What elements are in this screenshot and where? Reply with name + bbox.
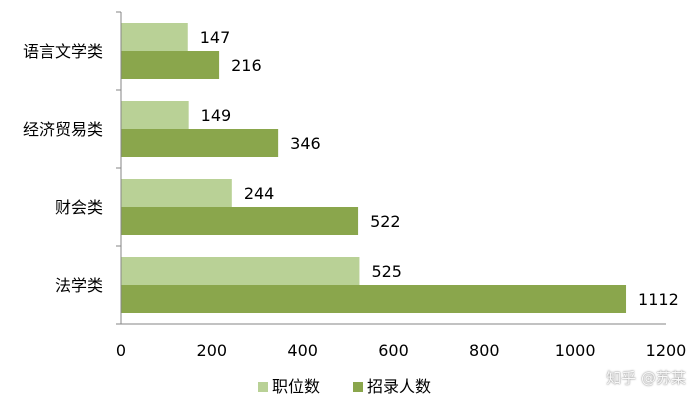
- bar-hires-3: [121, 285, 627, 313]
- bar-positions-0: [121, 23, 188, 51]
- data-label: 216: [231, 56, 262, 75]
- category-label: 语言文学类: [23, 42, 103, 61]
- x-tick-label: 1000: [555, 341, 596, 360]
- bar-positions-1: [121, 101, 189, 129]
- data-label: 244: [244, 184, 275, 203]
- data-label: 1112: [638, 290, 679, 309]
- x-tick-label: 800: [469, 341, 500, 360]
- bar-hires-0: [121, 51, 220, 79]
- bar-hires-1: [121, 129, 279, 157]
- data-label: 522: [370, 212, 401, 231]
- x-tick-label: 1200: [646, 341, 687, 360]
- x-tick-label: 0: [116, 341, 126, 360]
- category-label: 财会类: [55, 198, 103, 217]
- bar-hires-2: [121, 207, 359, 235]
- data-label: 147: [200, 28, 231, 47]
- x-tick-label: 400: [287, 341, 318, 360]
- bar-positions-2: [121, 179, 232, 207]
- x-tick-label: 600: [378, 341, 409, 360]
- legend-label: 招录人数: [367, 377, 431, 396]
- data-label: 149: [201, 106, 232, 125]
- x-tick-label: 200: [197, 341, 228, 360]
- legend-swatch: [353, 382, 363, 392]
- data-label: 346: [290, 134, 321, 153]
- legend-label: 职位数: [272, 377, 320, 396]
- watermark-text: 知乎 @苏某: [606, 369, 686, 387]
- data-label: 525: [371, 262, 402, 281]
- category-label: 经济贸易类: [23, 120, 103, 139]
- legend-swatch: [258, 382, 268, 392]
- bar-positions-3: [121, 257, 360, 285]
- category-label: 法学类: [55, 276, 103, 295]
